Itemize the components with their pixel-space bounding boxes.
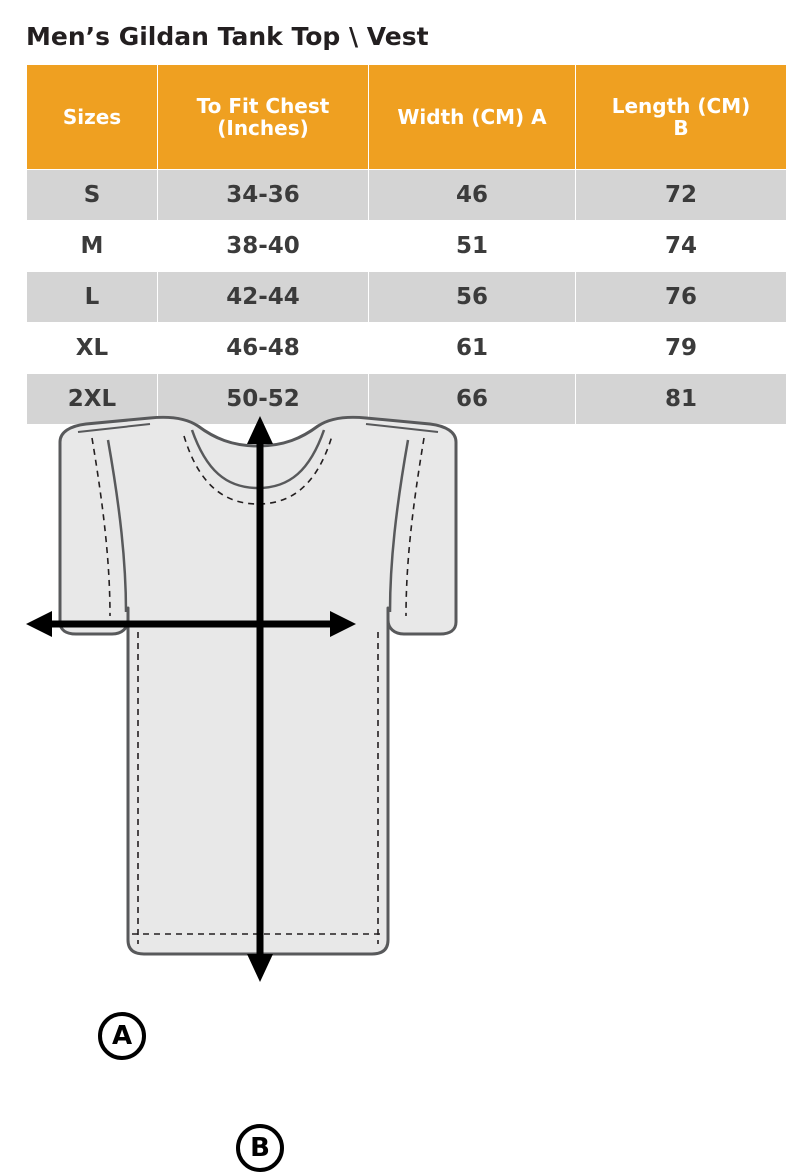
cell-length: 72 [575, 169, 787, 221]
cell-length: 74 [575, 220, 787, 272]
column-header-chest-line1: To Fit Chest [196, 93, 330, 118]
size-chart-table: Sizes To Fit Chest (Inches) Width (CM) A… [26, 64, 787, 425]
length-measure-arrow [247, 416, 273, 982]
cell-length: 79 [575, 322, 787, 374]
table-row: M 38-40 51 74 [26, 220, 787, 272]
cell-size: L [26, 271, 158, 323]
column-header-width-line1: Width (CM) A [397, 104, 547, 129]
cell-size: 2XL [26, 373, 158, 425]
cell-chest: 46-48 [157, 322, 369, 374]
measure-b-badge: B [236, 1124, 284, 1172]
column-header-chest: To Fit Chest (Inches) [157, 64, 369, 170]
width-measure-arrow [26, 611, 356, 637]
cell-chest: 42-44 [157, 271, 369, 323]
cell-width: 51 [368, 220, 576, 272]
cell-size: XL [26, 322, 158, 374]
cell-width: 66 [368, 373, 576, 425]
garment-diagram: A B [0, 412, 812, 1172]
table-row: L 42-44 56 76 [26, 271, 787, 323]
column-header-chest-line2: (Inches) [217, 116, 309, 140]
table-row: S 34-36 46 72 [26, 169, 787, 221]
column-header-sizes: Sizes [26, 64, 158, 170]
cell-length: 81 [575, 373, 787, 425]
column-header-length-line2: B [673, 116, 689, 140]
cell-chest: 38-40 [157, 220, 369, 272]
table-header-row: Sizes To Fit Chest (Inches) Width (CM) A… [26, 64, 787, 170]
cell-chest: 50-52 [157, 373, 369, 425]
column-header-length: Length (CM) B [575, 64, 787, 170]
size-chart-page: Men’s Gildan Tank Top \ Vest Sizes To Fi… [0, 22, 812, 1172]
cell-length: 76 [575, 271, 787, 323]
table-row: 2XL 50-52 66 81 [26, 373, 787, 425]
tank-top-illustration [26, 415, 458, 982]
cell-size: S [26, 169, 158, 221]
cell-size: M [26, 220, 158, 272]
column-header-width: Width (CM) A [368, 64, 576, 170]
cell-width: 56 [368, 271, 576, 323]
column-header-length-line1: Length (CM) [611, 93, 751, 118]
column-header-sizes-line1: Sizes [62, 104, 122, 129]
page-title: Men’s Gildan Tank Top \ Vest [26, 22, 429, 51]
cell-chest: 34-36 [157, 169, 369, 221]
cell-width: 61 [368, 322, 576, 374]
measure-a-badge: A [98, 1012, 146, 1060]
cell-width: 46 [368, 169, 576, 221]
table-row: XL 46-48 61 79 [26, 322, 787, 374]
